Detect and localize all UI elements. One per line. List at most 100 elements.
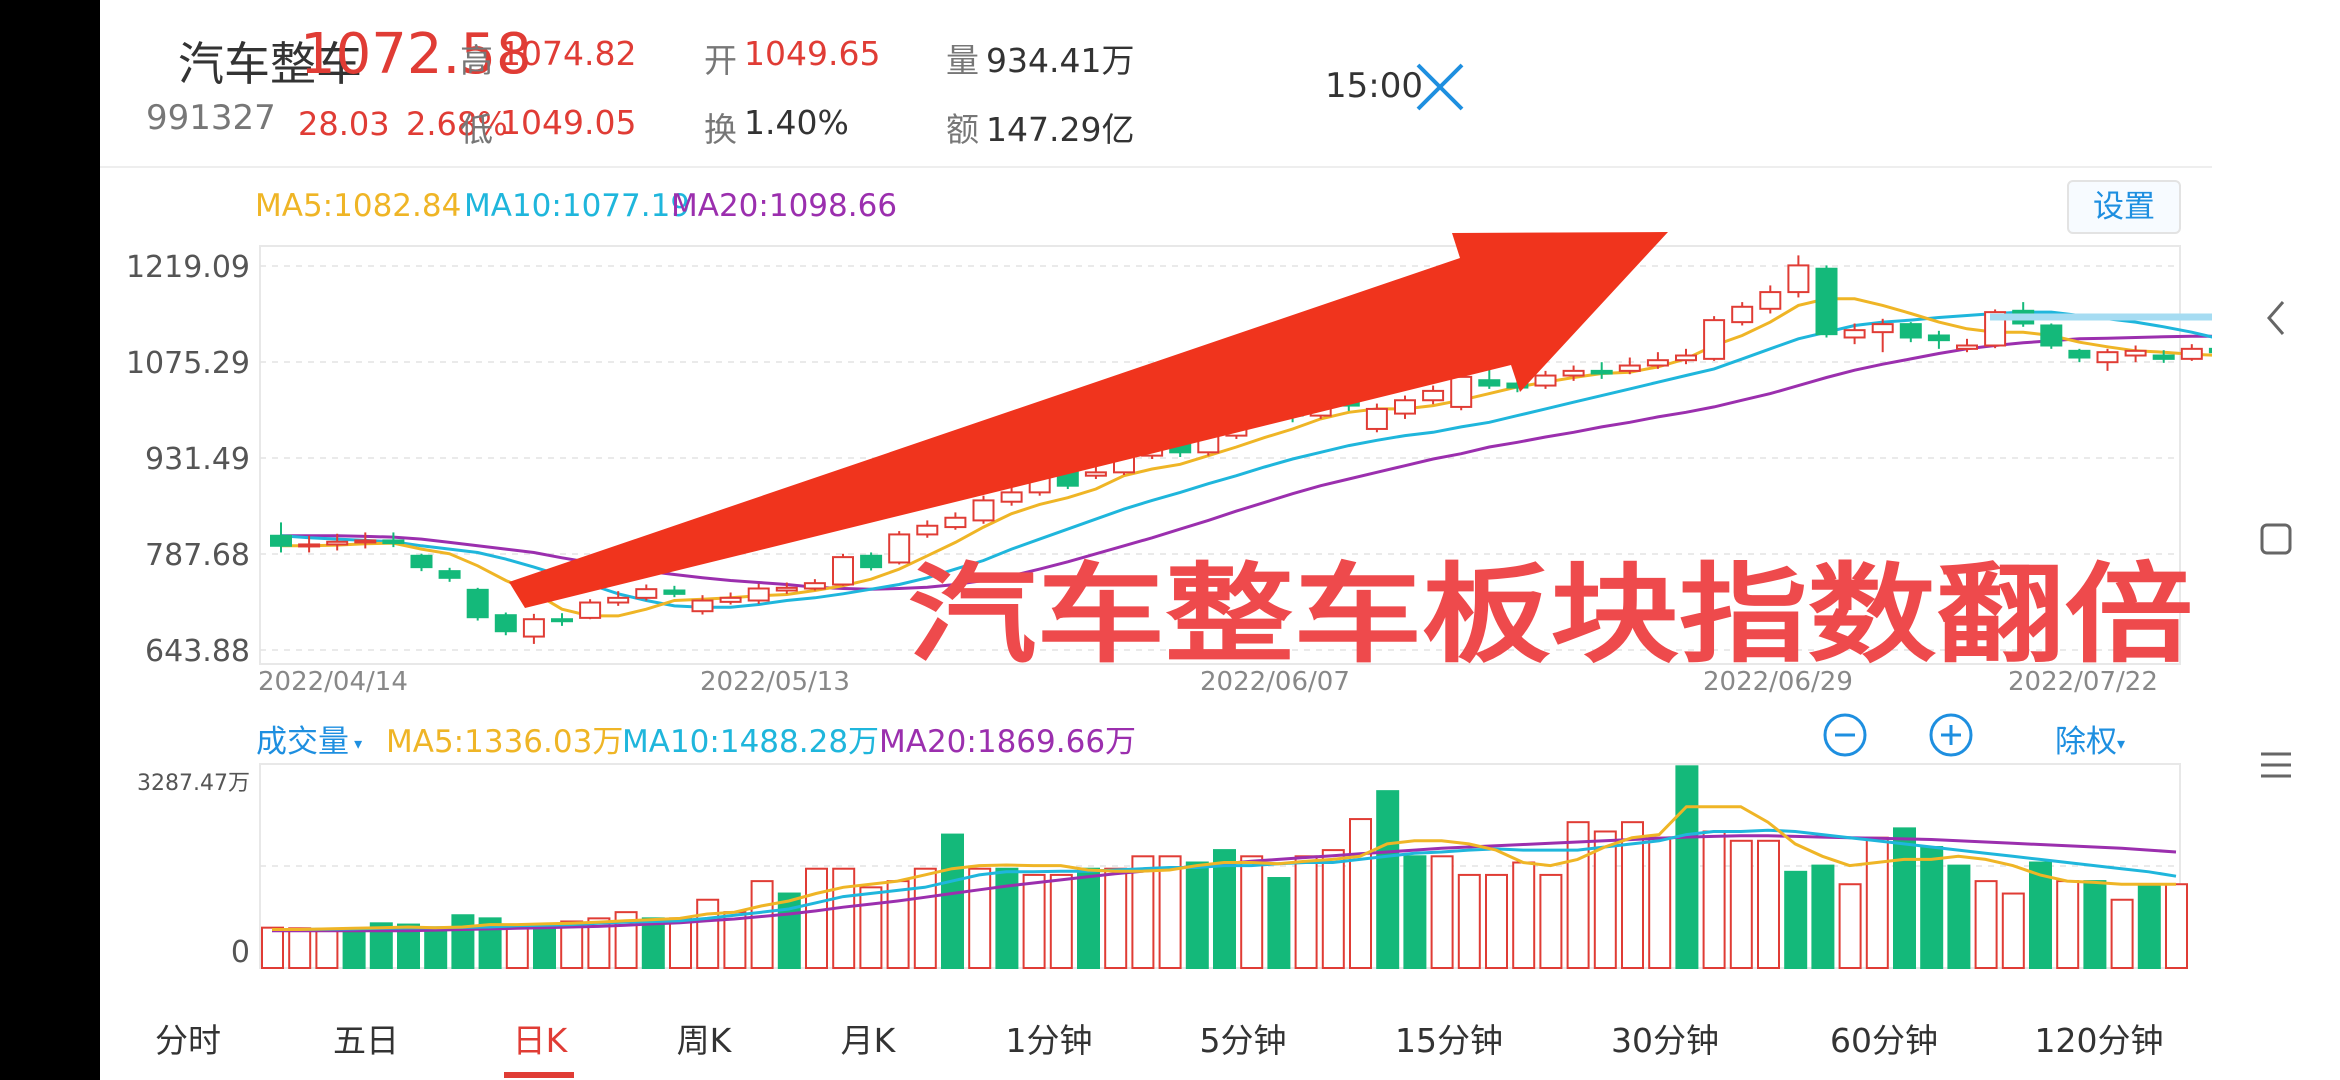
candle-body [1703,319,1726,360]
high-value: 1074.82 [500,34,637,73]
home-button[interactable] [2212,522,2340,556]
volume-bar [1621,821,1644,970]
volume-label: 量 [946,41,979,80]
candle-body [2096,351,2119,364]
zoom-in-button[interactable] [1928,712,1974,762]
candle-body [691,599,714,613]
period-tab[interactable]: 日K [512,1021,568,1060]
period-tab[interactable]: 分时 [155,1021,221,1060]
volume-bar [1267,877,1291,969]
volume-bar [397,923,420,969]
volume-bar [1811,864,1835,969]
plus-circle-icon [1929,713,1973,757]
candle-body [1759,291,1782,310]
period-tab[interactable]: 五日 [333,1021,399,1060]
candle-body [944,516,967,529]
volume-value: 934.41万 [986,41,1135,80]
volume-bar [1729,839,1753,970]
candle-body [522,618,545,638]
menu-button[interactable] [2212,750,2340,780]
volume-bar [1294,855,1318,969]
volume-bar [1240,855,1264,969]
ma20-legend: MA20:1098.66 [671,188,898,224]
price-panel-frame [259,245,2181,665]
volume-bar [1702,830,1726,969]
menu-icon [2261,752,2291,778]
amount-value: 147.29亿 [986,110,1135,149]
volume-bar [451,914,475,969]
period-tab[interactable]: 120分钟 [2034,1021,2164,1060]
price-tick-label: 931.49 [145,442,250,477]
volume-bar [641,917,665,969]
period-tab[interactable]: 60分钟 [1830,1021,1938,1060]
period-tab[interactable]: 15分钟 [1395,1021,1503,1060]
period-tab[interactable]: 周K [676,1021,732,1060]
candle-body [2040,324,2063,347]
candle-body [2208,347,2212,354]
volume-bar [1593,830,1617,969]
candle-body [1787,264,1810,294]
candle-body [1000,491,1023,503]
volume-indicator-button[interactable]: 成交量 ▾ [256,716,362,761]
high-label: 高 [460,41,493,80]
volume-bar [1947,864,1971,969]
candle-body [466,588,489,619]
ma5-legend: MA5:1082.84 [255,188,462,224]
volume-bar [1784,870,1808,969]
dropdown-caret-icon: ▾ [2117,734,2126,753]
stock-code: 991327 [146,98,276,138]
settings-button[interactable]: 设置 [2067,180,2181,234]
candle-body [1843,329,1866,339]
vol-ma20-legend: MA20:1869.66万 [879,724,1137,760]
volume-bar [696,898,720,970]
candle-body [888,533,911,564]
candle-body [270,534,292,547]
volume-bar [560,920,584,970]
period-tab[interactable]: 月K [840,1021,896,1060]
vol-ma10-legend: MA10:1488.28万 [622,724,880,760]
zoom-out-button[interactable] [1822,712,1868,762]
volume-bar [1185,861,1209,969]
volume-bar [1893,827,1916,970]
close-button[interactable] [1415,62,1465,112]
turnover-label: 换 [704,110,737,149]
period-tab[interactable]: 5分钟 [1199,1021,1287,1060]
kline-chart[interactable]: 1219.09 1075.29 931.49 787.68 643.88 2022/04/… [100,0,2212,1000]
back-button[interactable] [2212,298,2340,338]
volume-bar [533,923,556,969]
quote-time: 15:00 [1325,66,1423,106]
period-tab[interactable]: 1分钟 [1005,1021,1093,1060]
candle-body [1562,369,1585,377]
volume-bar [1403,855,1427,969]
candle-body [747,587,770,602]
volume-bar [2029,861,2052,969]
candle-body [579,601,602,619]
volume-bar [1838,883,1862,969]
candle-body [1365,407,1388,430]
close-icon [1416,63,1464,111]
period-tab[interactable]: 30分钟 [1611,1021,1719,1060]
back-icon [2267,301,2285,335]
candle-body [1675,354,1697,362]
volume-bar [2001,892,2025,970]
candle-body [1927,334,1950,342]
volume-bar [1131,855,1155,969]
trend-arrow [509,232,1668,608]
candle-body [1478,379,1501,387]
adjust-button[interactable]: 除权▾ [2055,716,2125,761]
last-price: 1072.58 [300,22,532,87]
volume-bar [1213,849,1236,969]
volume-bar [1321,849,1345,969]
ma5-line [281,297,2212,618]
active-tab-underline [504,1072,574,1078]
volume-bar [261,926,284,970]
candle-body [832,556,854,586]
volume-bar [1049,873,1073,970]
candle-body [607,596,630,604]
volume-bar [913,867,937,970]
date-label: 2022/05/13 [700,667,850,697]
volume-bar [1974,880,1998,970]
candle-body [354,539,377,544]
candle-body [663,589,686,595]
volume-bar [1757,839,1780,970]
